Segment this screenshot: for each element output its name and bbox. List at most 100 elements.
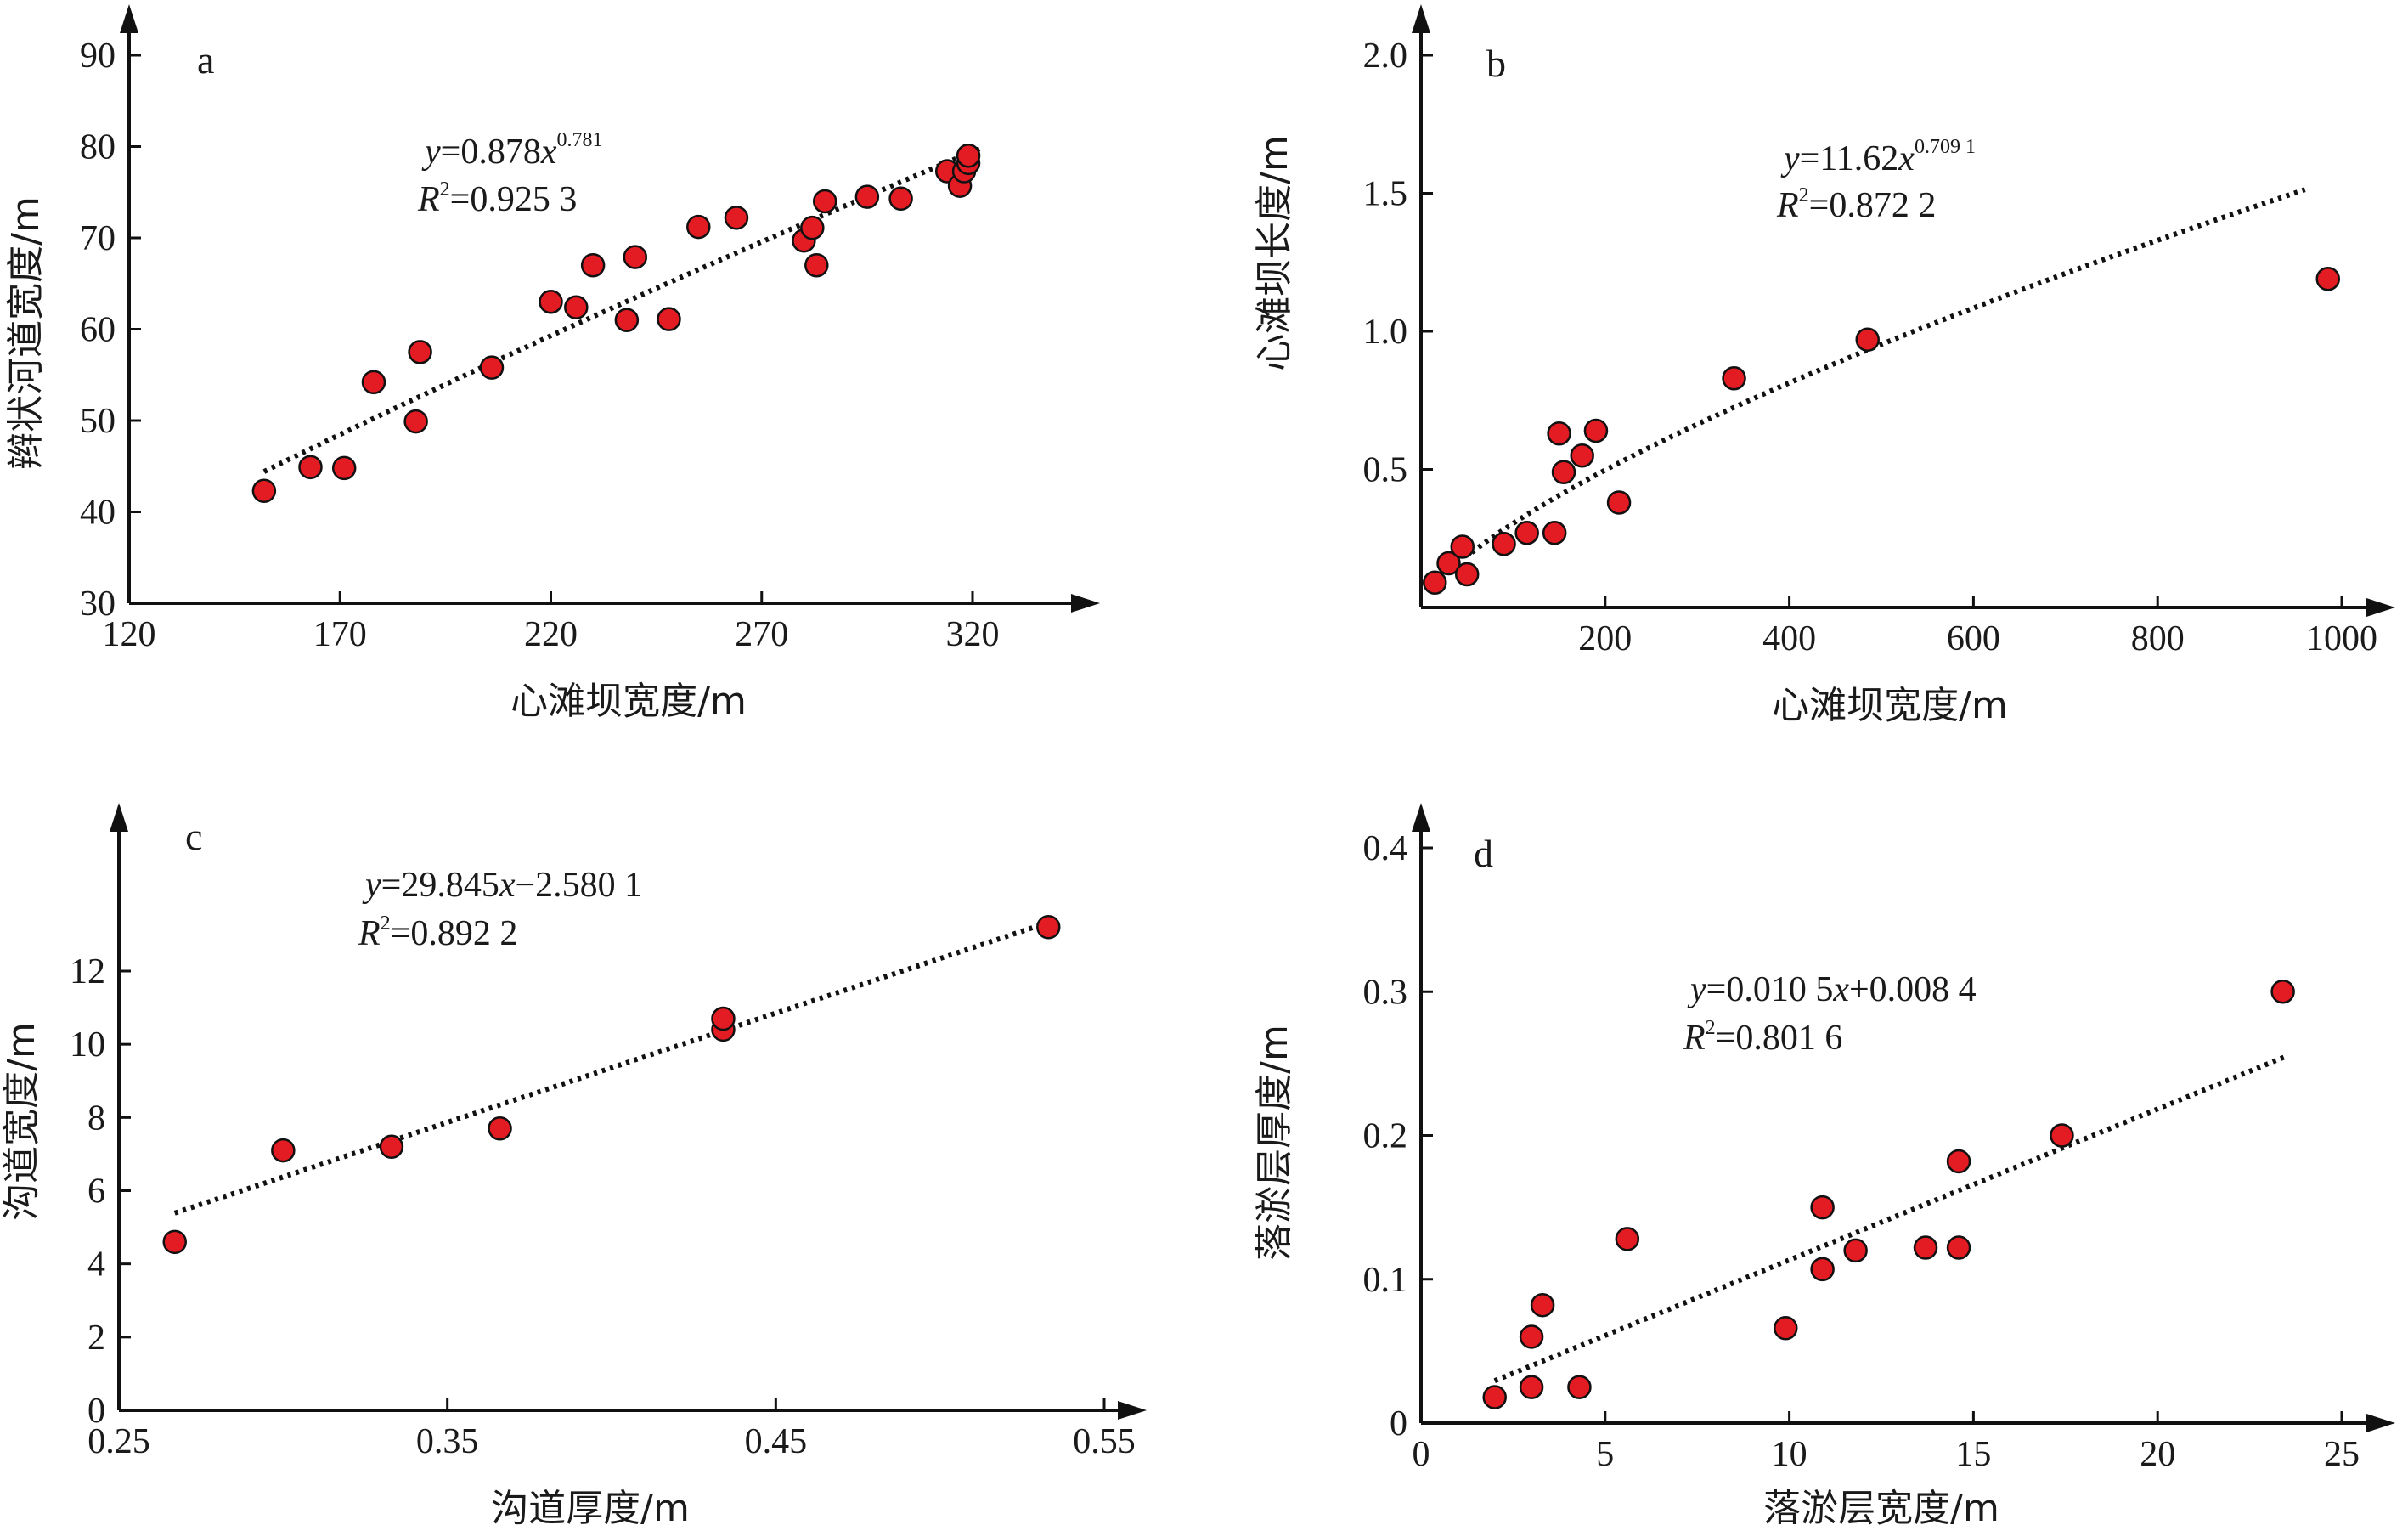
equation-coefficient: =0.010 5 — [1706, 970, 1834, 1009]
data-point — [162, 1229, 187, 1255]
data-point — [251, 478, 277, 504]
x-tick-label: 600 — [1947, 619, 2000, 658]
y-tick-label: 60 — [80, 311, 116, 350]
data-point — [403, 409, 428, 434]
panel-label: a — [197, 38, 214, 82]
data-point — [488, 1116, 512, 1141]
data-point — [408, 340, 432, 364]
x-tick-label: 25 — [2324, 1435, 2360, 1474]
x-tick-label: 0.35 — [416, 1422, 479, 1461]
data-point — [1036, 915, 1061, 940]
x-axis-arrow — [2366, 1414, 2395, 1432]
y-axis-label: 心滩坝长度/m — [1253, 135, 1296, 371]
data-point — [1810, 1195, 1835, 1220]
x-tick-label: 0.25 — [87, 1422, 150, 1461]
data-point — [1855, 327, 1880, 352]
data-point — [1423, 570, 1447, 595]
y-tick-label: 12 — [70, 952, 105, 991]
data-point — [1583, 418, 1609, 443]
chart-panel-c: 0.25 0.35 0.45 0.55024681012沟道厚度/m沟道宽度/mcy=… — [0, 803, 1147, 1525]
y-tick-label: 70 — [80, 219, 116, 258]
data-point — [271, 1138, 296, 1163]
data-point — [1810, 1257, 1835, 1282]
y-axis-arrow — [1412, 4, 1430, 33]
x-tick-label: 400 — [1762, 619, 1816, 658]
y-tick-label: 0 — [87, 1392, 105, 1431]
data-point — [711, 1006, 736, 1031]
data-point — [1567, 1375, 1592, 1399]
x-tick-label: 5 — [1596, 1435, 1614, 1474]
data-point — [800, 215, 825, 240]
y-tick-label: 2 — [87, 1319, 105, 1358]
equation-coefficient: =29.845 — [381, 866, 499, 905]
y-axis-arrow — [1412, 803, 1430, 832]
y-tick-label: 10 — [70, 1025, 105, 1065]
r-squared: R2=0.872 2 — [1776, 184, 1936, 225]
y-tick-label: 6 — [87, 1172, 105, 1212]
fit-equation: y=11.62x0.709 1 — [1780, 136, 1976, 178]
x-tick-label: 0.45 — [745, 1422, 808, 1461]
y-tick-label: 0.4 — [1363, 829, 1408, 868]
x-tick-label: 1000 — [2306, 619, 2377, 658]
data-point — [812, 189, 837, 214]
r-squared: R2=0.801 6 — [1683, 1017, 1842, 1058]
y-axis-label: 落淤层厚度/m — [1253, 1025, 1296, 1261]
data-point — [1606, 490, 1632, 515]
r-symbol: R — [1683, 1019, 1706, 1058]
equation-exponent: 0.781 — [557, 129, 603, 151]
equation-y: y — [1687, 970, 1706, 1009]
x-axis-arrow — [1071, 594, 1100, 613]
r-value: =0.801 6 — [1716, 1019, 1843, 1058]
y-axis-label: 辫状河道宽度/m — [4, 196, 48, 470]
data-point — [361, 370, 386, 395]
data-point — [2315, 267, 2340, 291]
y-tick-label: 8 — [87, 1099, 105, 1138]
data-point — [1843, 1238, 1868, 1263]
y-tick-label: 0.3 — [1363, 973, 1408, 1012]
data-point — [1514, 521, 1539, 545]
data-point — [1519, 1375, 1544, 1399]
data-point — [331, 455, 357, 481]
x-axis-label: 心滩坝宽度/m — [1772, 684, 2008, 727]
r-symbol: R — [1776, 186, 1799, 225]
data-point — [1436, 551, 1461, 576]
x-tick-label: 170 — [313, 615, 367, 654]
x-axis-label: 落淤层宽度/m — [1763, 1487, 1999, 1525]
x-tick-label: 200 — [1578, 619, 1632, 658]
chart-panel-b: 200 400 600 800 1000 0.5 1.0 1.5 2.0 心滩坝宽度/m 心滩坝长度… — [1253, 4, 2395, 727]
y-tick-label: 1.5 — [1363, 175, 1408, 214]
chart-panel-d: 0 5 10 15 20 2500.10.20.30.4落淤层宽度/m落淤层厚度/mdy=… — [1253, 803, 2395, 1525]
equation-x: x — [1898, 139, 1915, 178]
data-point — [1492, 532, 1516, 556]
data-point — [657, 307, 681, 331]
data-point — [2050, 1123, 2074, 1148]
data-point — [956, 144, 981, 168]
data-point — [1570, 443, 1594, 468]
data-point — [1551, 460, 1576, 484]
data-point — [1913, 1235, 1938, 1260]
data-point — [539, 290, 563, 314]
x-tick-label: 10 — [1772, 1435, 1807, 1474]
data-point — [724, 206, 749, 230]
equation-intercept: +0.008 4 — [1849, 970, 1977, 1009]
x-axis-arrow — [2366, 598, 2395, 617]
data-point — [1774, 1316, 1798, 1341]
x-tick-label: 20 — [2140, 1435, 2175, 1474]
x-tick-label: 15 — [1955, 1435, 1991, 1474]
fit-equation: y=0.010 5x+0.008 4 — [1687, 970, 1977, 1009]
r-symbol: R — [417, 180, 440, 219]
chart-panel-a: 120 170 220 270 320 30 40 50 60 70 80 90 心滩坝宽度/m 辫状河道… — [4, 4, 1100, 723]
equation-y: y — [1780, 139, 1800, 178]
x-tick-label: 120 — [103, 615, 156, 654]
y-tick-label: 0.1 — [1363, 1261, 1408, 1300]
equation-y: y — [362, 866, 381, 905]
y-axis-arrow — [110, 803, 128, 832]
equation-x: x — [1832, 970, 1849, 1009]
y-tick-label: 30 — [80, 585, 116, 624]
r-superscript: 2 — [1799, 184, 1809, 206]
equation-intercept: −2.580 1 — [516, 866, 643, 905]
r-superscript: 2 — [381, 912, 391, 935]
panel-label: c — [185, 815, 202, 858]
data-point — [1482, 1385, 1507, 1409]
y-tick-label: 90 — [80, 37, 116, 76]
